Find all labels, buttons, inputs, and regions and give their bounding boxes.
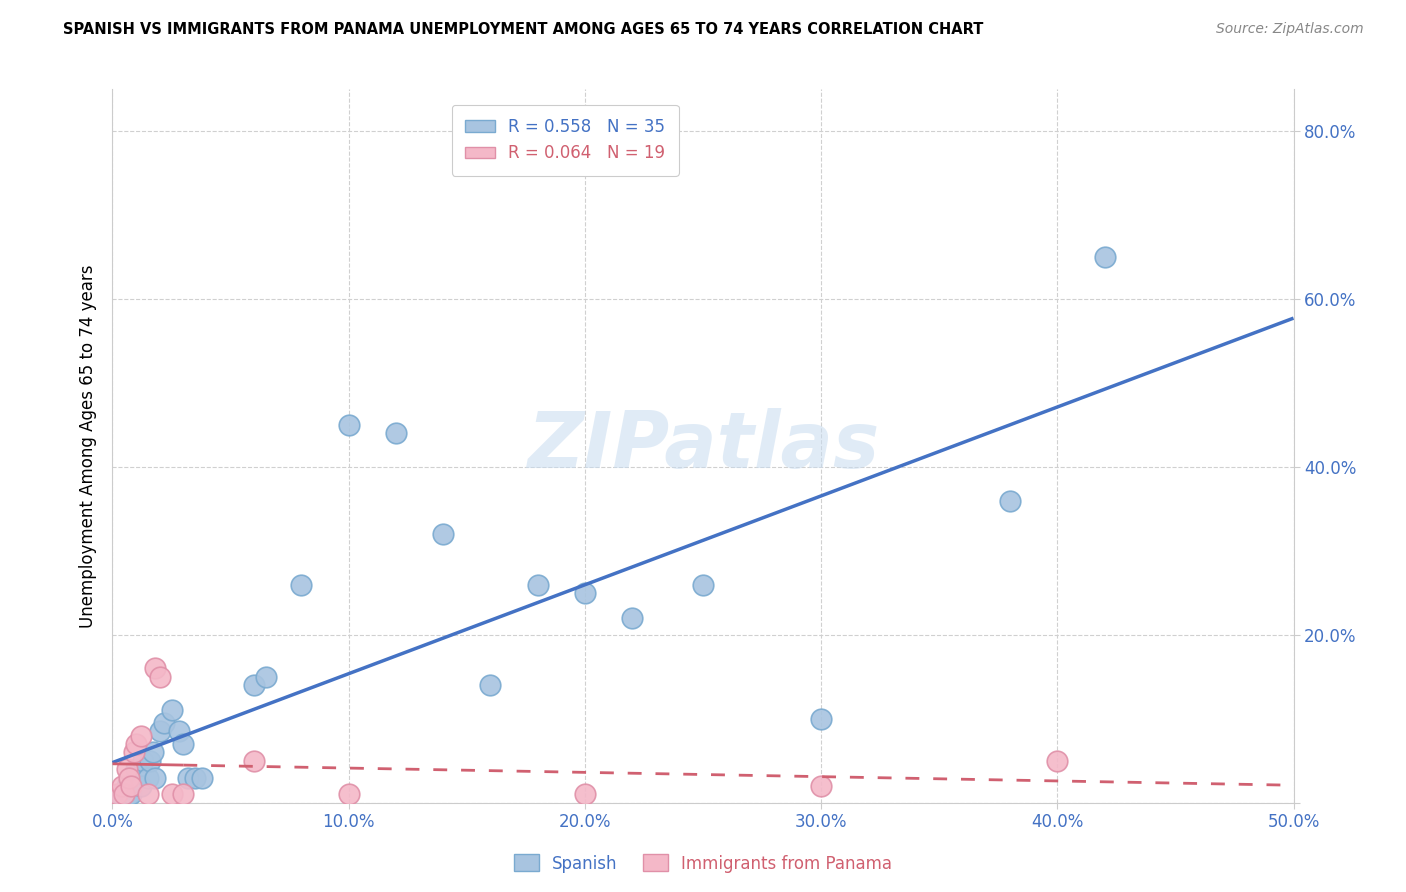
Point <box>1094 250 1116 264</box>
Point <box>115 762 138 776</box>
Point <box>385 426 408 441</box>
Text: ZIPatlas: ZIPatlas <box>527 408 879 484</box>
Point <box>254 670 277 684</box>
Point <box>122 774 145 789</box>
Point <box>120 788 142 802</box>
Point <box>105 788 128 802</box>
Point <box>243 678 266 692</box>
Point <box>115 779 138 793</box>
Point <box>810 779 832 793</box>
Point <box>574 788 596 802</box>
Point <box>143 661 166 675</box>
Point <box>118 788 141 802</box>
Point <box>621 611 644 625</box>
Legend: Spanish, Immigrants from Panama: Spanish, Immigrants from Panama <box>508 847 898 880</box>
Text: SPANISH VS IMMIGRANTS FROM PANAMA UNEMPLOYMENT AMONG AGES 65 TO 74 YEARS CORRELA: SPANISH VS IMMIGRANTS FROM PANAMA UNEMPL… <box>63 22 984 37</box>
Point <box>149 670 172 684</box>
Point <box>160 703 183 717</box>
Point <box>111 779 134 793</box>
Point <box>177 771 200 785</box>
Point <box>290 577 312 591</box>
Point <box>692 577 714 591</box>
Point <box>136 788 159 802</box>
Point <box>125 762 148 776</box>
Point <box>337 788 360 802</box>
Point <box>153 716 176 731</box>
Point <box>129 779 152 793</box>
Text: Source: ZipAtlas.com: Source: ZipAtlas.com <box>1216 22 1364 37</box>
Point <box>184 771 207 785</box>
Point <box>998 493 1021 508</box>
Point <box>172 737 194 751</box>
Point <box>172 788 194 802</box>
Point <box>139 754 162 768</box>
Point <box>191 771 214 785</box>
Point <box>160 788 183 802</box>
Point <box>108 788 131 802</box>
Legend: R = 0.558   N = 35, R = 0.064   N = 19: R = 0.558 N = 35, R = 0.064 N = 19 <box>451 104 679 176</box>
Point <box>129 729 152 743</box>
Point <box>125 737 148 751</box>
Point <box>142 746 165 760</box>
Point <box>810 712 832 726</box>
Point <box>120 779 142 793</box>
Point <box>432 527 454 541</box>
Point <box>149 724 172 739</box>
Point <box>479 678 502 692</box>
Point <box>574 586 596 600</box>
Point <box>243 754 266 768</box>
Point <box>136 771 159 785</box>
Point <box>143 771 166 785</box>
Point <box>526 577 548 591</box>
Y-axis label: Unemployment Among Ages 65 to 74 years: Unemployment Among Ages 65 to 74 years <box>79 264 97 628</box>
Point <box>112 788 135 802</box>
Point <box>112 788 135 802</box>
Point <box>132 754 155 768</box>
Point <box>337 417 360 432</box>
Point <box>122 746 145 760</box>
Point <box>1046 754 1069 768</box>
Point <box>167 724 190 739</box>
Point <box>118 771 141 785</box>
